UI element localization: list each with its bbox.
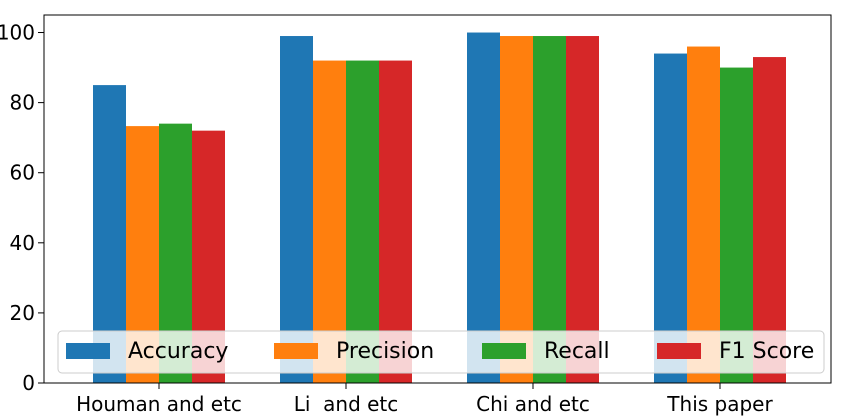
y-tick-label: 20 [10,301,35,325]
y-tick-label: 100 [0,21,35,45]
bar-f1-score-2 [566,36,599,384]
bar-accuracy-2 [467,32,500,384]
legend-label: Accuracy [128,339,228,364]
x-tick-label: Houman and etc [76,392,242,416]
x-tick-label: Li and etc [294,392,399,416]
legend-swatch-recall [482,343,526,359]
bars-group [93,32,786,384]
legend-box [57,330,825,374]
legend-swatch-accuracy [66,343,110,359]
y-tick-label: 80 [10,91,35,115]
bar-precision-2 [500,36,533,384]
plot-frame [43,14,832,384]
y-axis: 0 20 40 60 80 100 [0,21,44,395]
legend-label: Recall [544,339,610,364]
x-tick-label: This paper [666,392,773,416]
y-tick-label: 60 [10,161,35,185]
legend-label: F1 Score [719,339,814,364]
legend-swatch-f1-score [657,343,701,359]
y-tick-label: 0 [22,371,35,395]
legend-label: Precision [336,339,434,364]
bar-f1-score-1 [379,60,412,384]
bar-f1-score-3 [753,57,786,384]
bar-precision-1 [313,60,346,384]
legend-swatch-precision [274,343,318,359]
legend: Accuracy Precision Recall F1 Score [57,330,825,374]
bar-accuracy-3 [654,53,687,384]
y-tick-label: 40 [10,231,35,255]
bar-precision-3 [687,46,720,384]
bar-accuracy-1 [280,36,313,384]
bar-recall-3 [720,67,753,384]
bar-recall-1 [346,60,379,384]
bar-recall-2 [533,36,566,384]
x-axis: Houman and etc Li and etc Chi and etc This … [76,383,773,416]
x-tick-label: Chi and etc [476,392,590,416]
